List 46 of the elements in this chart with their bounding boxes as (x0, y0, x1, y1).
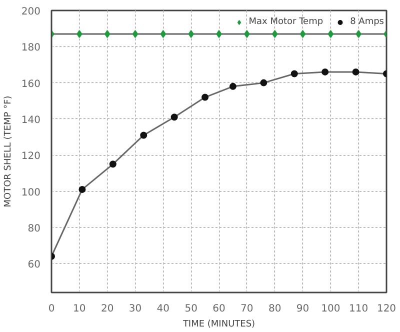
point (300, 30, 306, 38)
x-tick-label: 20 (100, 304, 114, 314)
point (356, 30, 362, 38)
y-tick-label: 80 (28, 223, 41, 234)
x-tick-label: 110 (349, 304, 368, 314)
y-axis-title: MOTOR SHELL (TEMP °F) (3, 96, 14, 208)
point (216, 30, 222, 38)
legend-label: 8 Amps (350, 17, 384, 27)
x-tick-label: 0 (48, 304, 55, 314)
x-tick-label: 10 (73, 304, 86, 314)
x-tick-label: 100 (321, 304, 340, 314)
x-tick-label: 50 (184, 304, 198, 314)
point (352, 68, 360, 76)
x-tick-label: 60 (212, 304, 226, 314)
point (160, 30, 166, 38)
x-tick-label: 120 (376, 304, 396, 314)
point (109, 160, 116, 168)
y-tick-label: 160 (21, 78, 41, 90)
x-tick-label: 40 (156, 304, 170, 314)
y-tick-label: 60 (28, 260, 41, 271)
point (272, 30, 278, 38)
y-tick-label: 140 (21, 114, 41, 126)
y-tick-label: 120 (21, 151, 41, 162)
y-tick-label: 180 (21, 42, 41, 54)
point (202, 94, 209, 101)
point (132, 30, 138, 38)
point (244, 30, 250, 38)
point (104, 30, 110, 38)
x-axis-title: TIME (MINUTES) (182, 320, 256, 330)
point (229, 82, 236, 90)
point (260, 79, 268, 86)
point (170, 114, 178, 121)
point (140, 132, 148, 139)
x-tick-label: 90 (296, 304, 310, 314)
point (188, 30, 194, 38)
point (76, 30, 82, 38)
x-tick-label: 30 (128, 304, 142, 314)
y-tick-label: 200 (21, 6, 41, 18)
point (78, 186, 86, 193)
point (322, 68, 329, 76)
point (290, 70, 298, 78)
x-tick-label: 80 (268, 304, 282, 314)
x-tick-label: 70 (240, 304, 254, 314)
y-tick-label: 100 (21, 187, 41, 198)
legend-label: Max Motor Temp (248, 17, 324, 27)
point (328, 30, 334, 38)
